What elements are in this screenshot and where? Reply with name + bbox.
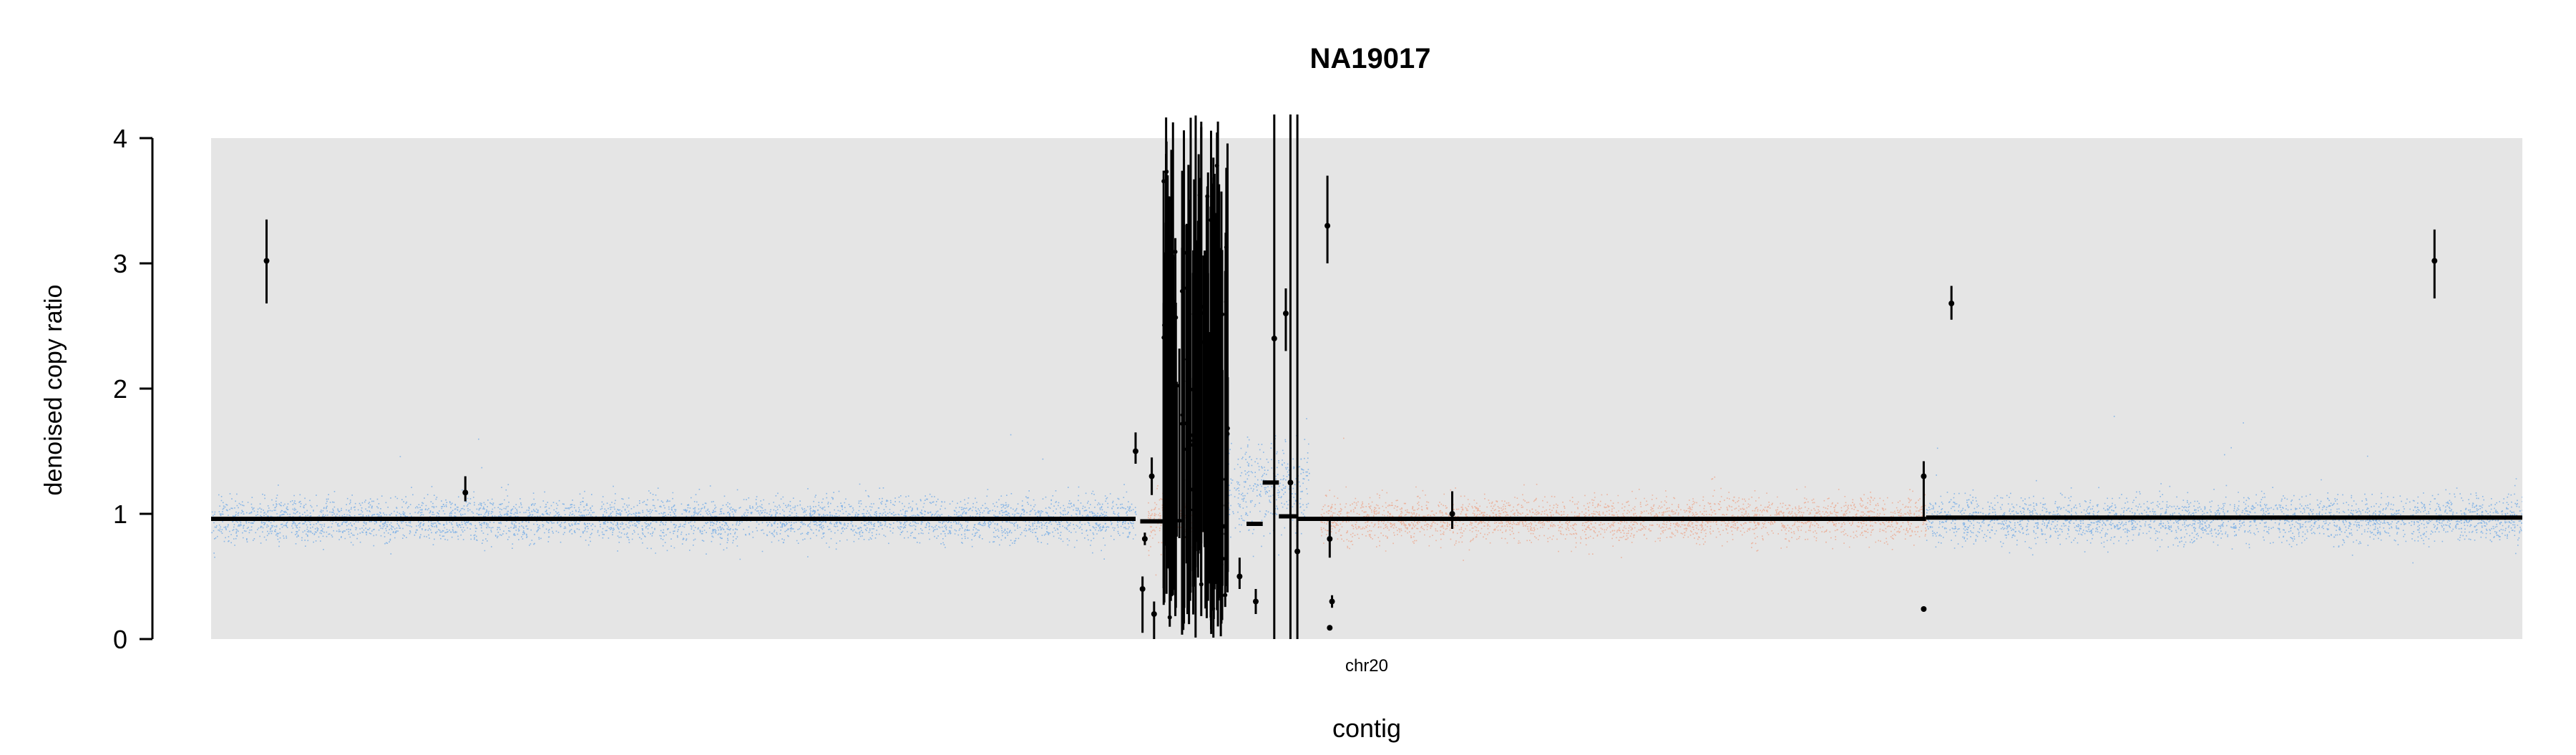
dense-bar-point [1193,484,1198,489]
outlier-point [1948,301,1955,306]
dense-bar-point [1196,273,1201,278]
dense-bar-point [1173,516,1178,521]
outlier-point [1141,536,1148,542]
y-tick-label: 2 [113,374,127,404]
dense-bar-point [1218,557,1223,562]
outlier-point [1214,536,1220,542]
outlier-point [1287,479,1294,486]
outlier-point [1329,598,1335,605]
outlier-point [462,489,469,496]
dense-bar-point [1205,194,1210,199]
dense-bar-point [1177,518,1182,523]
outlier-point [1282,311,1289,316]
outlier-point [1139,586,1146,592]
plot-background [211,138,2522,639]
outlier-point [1921,473,1927,479]
outlier-point [1449,511,1455,517]
dense-bar-point [1166,196,1171,201]
y-tick-label: 3 [113,249,127,278]
outlier-point [1327,536,1333,542]
outlier-point [1133,448,1138,454]
dense-bar-point [1224,299,1229,304]
y-axis-label: denoised copy ratio [40,285,67,496]
dense-bar-point [1169,266,1174,271]
dense-bar-point [1167,615,1172,620]
outlier-point [1327,625,1333,631]
y-tick-label: 1 [113,500,127,529]
outlier-point [263,258,270,264]
dense-bar-point [1199,304,1204,309]
dense-bar-point [1199,582,1204,587]
outlier-segments [263,115,2438,639]
y-axis: 0 1 2 3 4 [113,124,154,654]
outlier-point [1271,336,1277,341]
x-tick-label: chr20 [1345,656,1388,676]
y-tick-label: 4 [113,124,127,153]
dense-bar-point [1209,218,1214,223]
dense-bar-point [1223,593,1228,598]
outlier-point [1148,473,1155,479]
dense-bar-point [1214,163,1219,168]
outlier-point [1324,223,1331,229]
outlier-point [2431,258,2438,264]
dense-bar-point [1210,465,1215,470]
segment-means [211,480,2522,529]
dense-bar-point [1173,249,1178,254]
outlier-point [1294,548,1301,555]
dense-bar-point [1181,286,1186,291]
x-axis-label: contig [1332,713,1401,743]
outlier-point [1151,611,1157,617]
dense-bar-point [1166,560,1171,565]
outlier-point [1236,573,1243,580]
dense-bar-point [1161,179,1166,184]
y-tick-label: 0 [113,625,127,654]
chart-title: NA19017 [1309,43,1430,74]
point-cloud-segment-3 [1320,437,1927,561]
outlier-point [1921,606,1927,612]
x-axis: chr20 [1345,656,1388,676]
outlier-point [1252,598,1259,605]
dense-bar-point [1203,402,1208,407]
dense-bar-point [1213,240,1218,245]
dense-bar-point [1188,387,1193,392]
dense-bar-point [1191,487,1196,492]
